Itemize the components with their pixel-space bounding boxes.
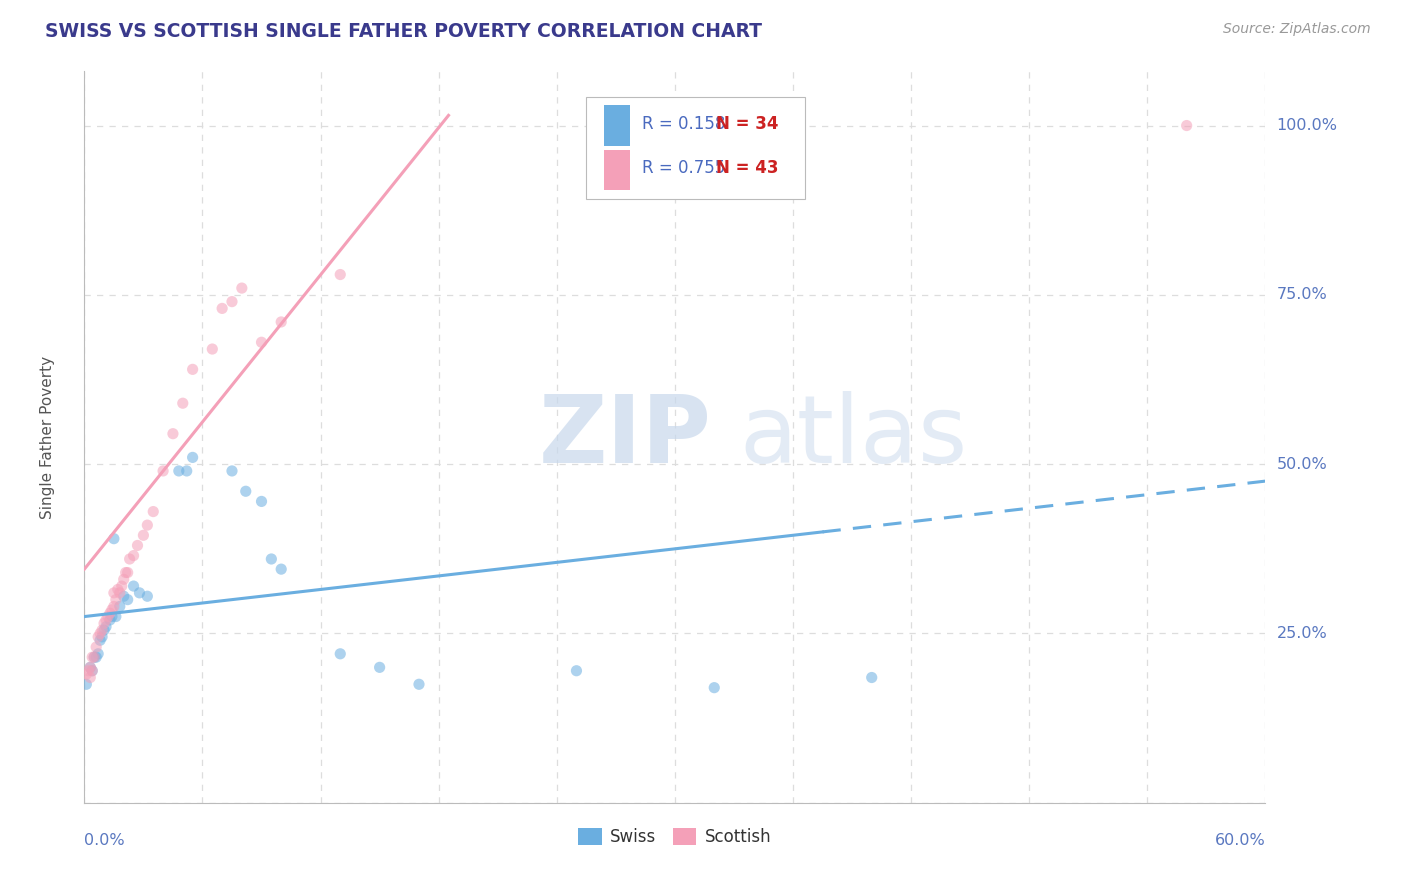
Point [565, 664, 588, 678]
Point [860, 671, 883, 685]
Point [118, 552, 141, 566]
Point [329, 647, 352, 661]
Point [82, 664, 104, 678]
Point [91, 630, 114, 644]
FancyBboxPatch shape [605, 150, 630, 190]
Point [136, 589, 159, 603]
Text: N = 43: N = 43 [716, 160, 779, 178]
Point [128, 586, 150, 600]
Text: atlas: atlas [740, 391, 969, 483]
Point [172, 396, 194, 410]
FancyBboxPatch shape [586, 97, 804, 200]
Point [235, 484, 257, 499]
Point [103, 532, 125, 546]
Text: N = 34: N = 34 [716, 114, 779, 133]
Point [83, 650, 105, 665]
Point [97, 609, 120, 624]
Point [142, 505, 165, 519]
Point [98, 613, 121, 627]
Point [167, 464, 190, 478]
Point [250, 494, 273, 508]
Text: 60.0%: 60.0% [1215, 833, 1265, 848]
Point [221, 294, 243, 309]
Text: Single Father Poverty: Single Father Poverty [39, 356, 55, 518]
Point [408, 677, 430, 691]
Point [82, 664, 104, 678]
Point [79, 671, 101, 685]
Text: 0.0%: 0.0% [84, 833, 125, 848]
Point [181, 450, 204, 465]
Point [93, 616, 115, 631]
Point [260, 552, 283, 566]
Text: R = 0.755: R = 0.755 [641, 160, 725, 178]
Text: 100.0%: 100.0% [1277, 118, 1337, 133]
Text: 25.0%: 25.0% [1277, 626, 1327, 641]
Point [329, 268, 352, 282]
Point [79, 660, 101, 674]
Point [108, 586, 131, 600]
Point [87, 647, 110, 661]
Point [101, 609, 124, 624]
Text: ZIP: ZIP [538, 391, 711, 483]
Point [108, 599, 131, 614]
Point [103, 586, 125, 600]
Point [98, 606, 121, 620]
Point [75, 677, 97, 691]
Point [91, 623, 114, 637]
Point [231, 281, 253, 295]
Point [181, 362, 204, 376]
Point [75, 667, 97, 681]
Point [122, 549, 145, 563]
Point [89, 626, 111, 640]
Point [201, 342, 224, 356]
Point [104, 592, 127, 607]
Text: 50.0%: 50.0% [1277, 457, 1327, 472]
Point [136, 518, 159, 533]
Point [117, 566, 139, 580]
Point [83, 650, 105, 665]
Point [117, 592, 139, 607]
Point [84, 650, 107, 665]
Point [162, 426, 184, 441]
Point [221, 464, 243, 478]
Point [176, 464, 198, 478]
Point [111, 579, 134, 593]
Point [211, 301, 233, 316]
Point [152, 464, 174, 478]
Point [103, 599, 125, 614]
Point [127, 538, 149, 552]
Point [250, 335, 273, 350]
Point [122, 579, 145, 593]
Point [101, 603, 124, 617]
Point [132, 528, 155, 542]
Text: Source: ZipAtlas.com: Source: ZipAtlas.com [1223, 22, 1371, 37]
Point [104, 609, 127, 624]
Point [77, 664, 100, 678]
Point [87, 630, 110, 644]
Point [82, 650, 104, 665]
Text: SWISS VS SCOTTISH SINGLE FATHER POVERTY CORRELATION CHART: SWISS VS SCOTTISH SINGLE FATHER POVERTY … [45, 22, 762, 41]
Point [79, 660, 101, 674]
Point [112, 589, 135, 603]
Point [93, 623, 115, 637]
Text: 75.0%: 75.0% [1277, 287, 1327, 302]
Point [368, 660, 391, 674]
Point [1175, 119, 1198, 133]
Point [112, 572, 135, 586]
Point [107, 582, 129, 597]
Point [94, 620, 117, 634]
Text: R = 0.158: R = 0.158 [641, 114, 725, 133]
FancyBboxPatch shape [605, 105, 630, 145]
Point [270, 315, 292, 329]
Point [703, 681, 725, 695]
Point [114, 566, 136, 580]
Point [94, 613, 117, 627]
Point [270, 562, 292, 576]
Point [89, 633, 111, 648]
Legend: Swiss, Scottish: Swiss, Scottish [572, 822, 778, 853]
Point [84, 640, 107, 654]
